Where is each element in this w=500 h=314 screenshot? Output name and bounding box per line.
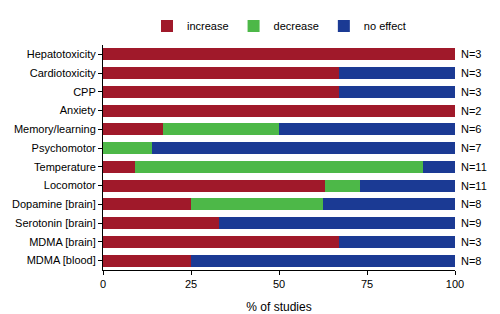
svg-text:N=6: N=6 xyxy=(461,123,482,135)
svg-text:Dopamine [brain]: Dopamine [brain] xyxy=(12,198,96,210)
svg-text:MDMA [brain]: MDMA [brain] xyxy=(29,236,96,248)
svg-text:25: 25 xyxy=(185,278,197,290)
svg-text:N=8: N=8 xyxy=(461,198,482,210)
svg-text:increase: increase xyxy=(187,20,229,32)
svg-text:CPP: CPP xyxy=(73,86,96,98)
svg-text:N=3: N=3 xyxy=(461,236,482,248)
svg-text:Temperature: Temperature xyxy=(34,161,96,173)
svg-text:Cardiotoxicity: Cardiotoxicity xyxy=(30,67,97,79)
svg-text:MDMA [blood]: MDMA [blood] xyxy=(27,254,96,266)
svg-text:N=3: N=3 xyxy=(461,86,482,98)
svg-text:100: 100 xyxy=(446,278,464,290)
svg-text:% of studies: % of studies xyxy=(246,300,311,314)
svg-text:no effect: no effect xyxy=(364,20,406,32)
svg-text:decrease: decrease xyxy=(274,20,319,32)
svg-text:N=3: N=3 xyxy=(461,48,482,60)
svg-text:Serotonin [brain]: Serotonin [brain] xyxy=(15,217,96,229)
svg-text:Hepatotoxicity: Hepatotoxicity xyxy=(27,48,97,60)
svg-text:N=11: N=11 xyxy=(461,161,487,173)
svg-text:N=3: N=3 xyxy=(461,67,482,79)
svg-text:N=7: N=7 xyxy=(461,142,482,154)
svg-text:Psychomotor: Psychomotor xyxy=(32,142,97,154)
svg-text:N=11: N=11 xyxy=(461,180,487,192)
svg-text:75: 75 xyxy=(361,278,373,290)
svg-text:N=8: N=8 xyxy=(461,255,482,267)
svg-text:0: 0 xyxy=(100,278,106,290)
svg-text:Memory/learning: Memory/learning xyxy=(14,123,96,135)
svg-text:50: 50 xyxy=(273,278,285,290)
svg-text:N=9: N=9 xyxy=(461,217,482,229)
svg-text:N=2: N=2 xyxy=(461,105,482,117)
svg-text:Locomotor: Locomotor xyxy=(44,179,96,191)
svg-text:Anxiety: Anxiety xyxy=(60,104,97,116)
